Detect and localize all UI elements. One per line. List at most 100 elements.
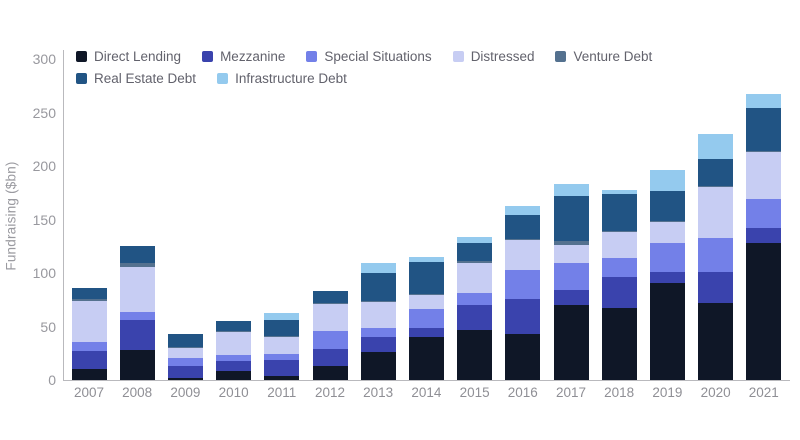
legend-item-real-estate-debt: Real Estate Debt bbox=[76, 71, 196, 86]
segment-2009-distressed bbox=[167, 347, 203, 358]
segment-2008-distressed bbox=[119, 266, 155, 312]
bar-2021 bbox=[746, 94, 782, 380]
legend-swatch-icon bbox=[217, 72, 229, 84]
segment-2007-direct-lending bbox=[71, 369, 107, 380]
x-tick-label-2021: 2021 bbox=[748, 385, 779, 400]
segment-2010-direct-lending bbox=[216, 371, 252, 380]
x-tick-label-2019: 2019 bbox=[652, 385, 683, 400]
segment-2018-real-estate-debt bbox=[601, 193, 637, 232]
bar-2013 bbox=[360, 263, 396, 380]
segment-2017-special-situations bbox=[553, 263, 589, 291]
segment-2007-venture-debt bbox=[71, 298, 107, 301]
x-tick-label-2011: 2011 bbox=[267, 385, 297, 400]
segment-2012-direct-lending bbox=[312, 366, 348, 380]
bar-2015 bbox=[457, 236, 493, 380]
segment-2011-direct-lending bbox=[264, 375, 300, 380]
segment-2015-special-situations bbox=[457, 293, 493, 306]
segment-2018-direct-lending bbox=[601, 308, 637, 380]
legend-swatch-icon bbox=[202, 50, 214, 62]
segment-2010-real-estate-debt bbox=[216, 321, 252, 331]
segment-2016-special-situations bbox=[505, 269, 541, 299]
segment-2011-real-estate-debt bbox=[264, 320, 300, 337]
segment-2021-mezzanine bbox=[746, 228, 782, 244]
y-tick-label-250: 250 bbox=[32, 104, 56, 121]
segment-2008-real-estate-debt bbox=[119, 246, 155, 264]
legend-swatch-icon bbox=[555, 50, 567, 62]
segment-2013-mezzanine bbox=[360, 337, 396, 353]
segment-2018-special-situations bbox=[601, 258, 637, 278]
x-tick-label-2007: 2007 bbox=[73, 385, 105, 400]
segment-2007-special-situations bbox=[71, 341, 107, 352]
segment-2021-direct-lending bbox=[746, 243, 782, 380]
segment-2021-distressed bbox=[746, 152, 782, 200]
segment-2012-real-estate-debt bbox=[312, 291, 348, 303]
segment-2013-real-estate-debt bbox=[360, 273, 396, 301]
segment-2014-special-situations bbox=[408, 309, 444, 328]
legend-item-venture-debt: Venture Debt bbox=[555, 49, 652, 64]
segment-2011-venture-debt bbox=[264, 336, 300, 338]
segment-2016-mezzanine bbox=[505, 298, 541, 334]
y-tick-label-300: 300 bbox=[32, 51, 56, 67]
legend-row-2: Real Estate Debt Infrastructure Debt bbox=[76, 67, 673, 89]
segment-2011-special-situations bbox=[264, 354, 300, 360]
x-tick-label-2009: 2009 bbox=[170, 385, 201, 400]
x-tick-label-2020: 2020 bbox=[700, 385, 731, 400]
legend-item-direct-lending: Direct Lending bbox=[76, 49, 181, 64]
x-tick-label-2008: 2008 bbox=[122, 385, 153, 400]
segment-2014-distressed bbox=[408, 295, 444, 310]
segment-2009-direct-lending bbox=[167, 377, 203, 380]
bar-2018 bbox=[601, 189, 637, 380]
y-tick-label-0: 0 bbox=[48, 372, 56, 388]
y-tick-label-150: 150 bbox=[32, 211, 56, 228]
segment-2016-distressed bbox=[505, 239, 541, 270]
segment-2017-mezzanine bbox=[553, 290, 589, 306]
segment-2010-distressed bbox=[216, 331, 252, 356]
segment-2020-mezzanine bbox=[698, 271, 734, 303]
segment-2008-special-situations bbox=[119, 311, 155, 321]
legend-label: Infrastructure Debt bbox=[235, 70, 347, 86]
legend-row-1: Direct Lending Mezzanine Special Situation… bbox=[76, 45, 673, 67]
segment-2018-venture-debt bbox=[601, 231, 637, 233]
segment-2021-venture-debt bbox=[746, 151, 782, 153]
bar-2019 bbox=[649, 170, 685, 380]
legend-swatch-icon bbox=[452, 50, 464, 62]
segment-2011-distressed bbox=[264, 337, 300, 355]
segment-2012-special-situations bbox=[312, 330, 348, 349]
segment-2019-real-estate-debt bbox=[649, 190, 685, 221]
legend-label: Distressed bbox=[470, 48, 535, 64]
segment-2021-real-estate-debt bbox=[746, 108, 782, 152]
segment-2014-infrastructure-debt bbox=[408, 256, 444, 263]
segment-2010-special-situations bbox=[216, 355, 252, 361]
segment-2015-venture-debt bbox=[457, 261, 493, 264]
segment-2016-venture-debt bbox=[505, 238, 541, 240]
segment-2020-infrastructure-debt bbox=[698, 133, 734, 159]
y-tick-label-50: 50 bbox=[40, 318, 56, 335]
bar-2017 bbox=[553, 184, 589, 380]
segment-2012-distressed bbox=[312, 304, 348, 331]
segment-2015-infrastructure-debt bbox=[457, 236, 493, 244]
segment-2018-infrastructure-debt bbox=[601, 189, 637, 194]
legend-swatch-icon bbox=[306, 50, 318, 62]
segment-2009-real-estate-debt bbox=[167, 334, 203, 347]
segment-2017-venture-debt bbox=[553, 240, 589, 246]
bar-2007 bbox=[71, 288, 107, 380]
segment-2015-direct-lending bbox=[457, 329, 493, 380]
segment-2019-special-situations bbox=[649, 243, 685, 272]
segment-2016-infrastructure-debt bbox=[505, 205, 541, 216]
segment-2009-special-situations bbox=[167, 357, 203, 367]
bar-2010 bbox=[216, 321, 252, 380]
segment-2015-mezzanine bbox=[457, 305, 493, 330]
x-tick-label-2016: 2016 bbox=[507, 385, 538, 400]
segment-2020-direct-lending bbox=[698, 302, 734, 380]
segment-2020-real-estate-debt bbox=[698, 158, 734, 187]
segment-2014-mezzanine bbox=[408, 327, 444, 338]
x-tick-label-2015: 2015 bbox=[459, 385, 490, 400]
segment-2016-direct-lending bbox=[505, 334, 541, 380]
segment-2008-venture-debt bbox=[119, 263, 155, 267]
segment-2010-mezzanine bbox=[216, 360, 252, 372]
legend: Direct Lending Mezzanine Special Situation… bbox=[76, 45, 673, 89]
segment-2019-infrastructure-debt bbox=[649, 170, 685, 191]
segment-2015-distressed bbox=[457, 263, 493, 294]
bar-2012 bbox=[312, 291, 348, 380]
